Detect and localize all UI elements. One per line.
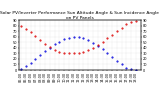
Title: Solar PV/Inverter Performance Sun Altitude Angle & Sun Incidence Angle on PV Pan: Solar PV/Inverter Performance Sun Altitu…: [0, 11, 160, 20]
